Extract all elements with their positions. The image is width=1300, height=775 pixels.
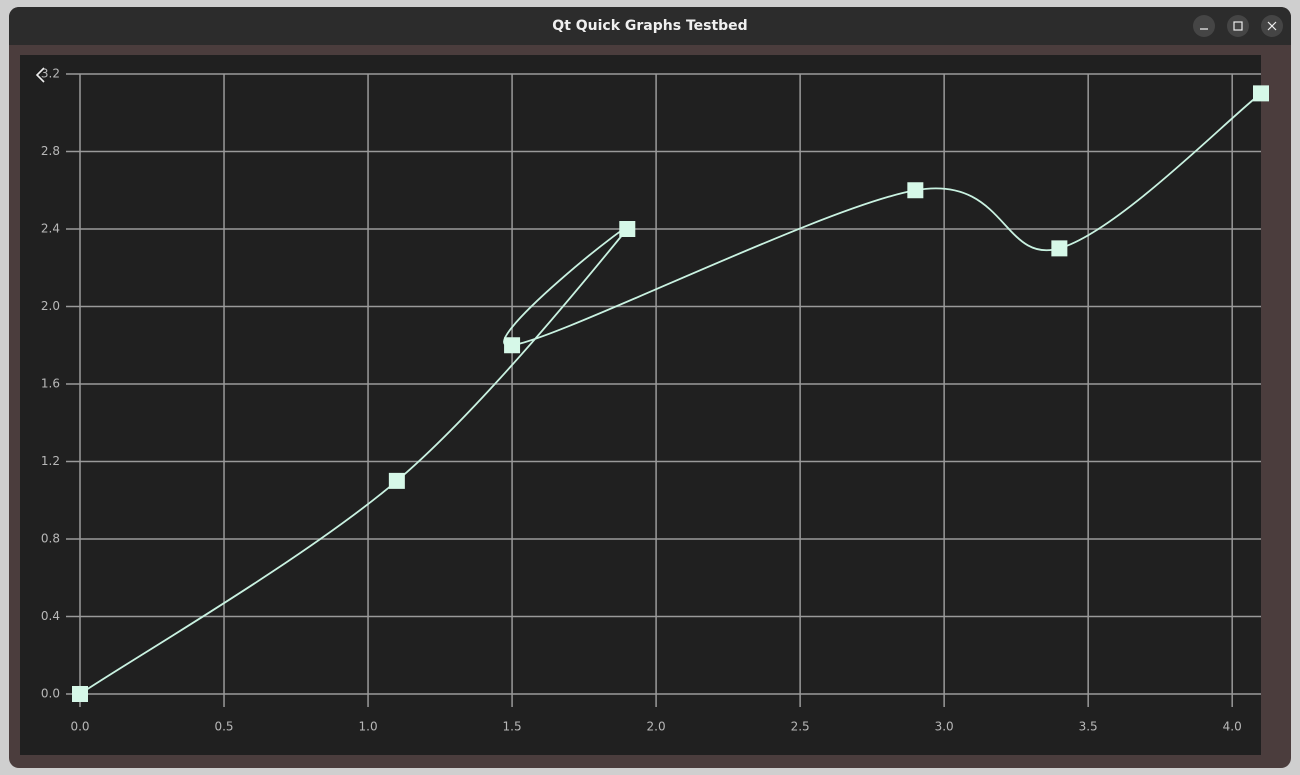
y-tick-label: 2.8: [41, 144, 60, 158]
point-marker: [72, 686, 88, 702]
y-tick-label: 3.2: [41, 67, 60, 81]
minimize-button[interactable]: [1193, 15, 1215, 37]
x-tick-label: 2.0: [647, 720, 666, 734]
plot-background: [20, 55, 1261, 755]
point-marker: [388, 472, 405, 489]
y-tick-label: 2.4: [41, 222, 60, 236]
close-button[interactable]: [1261, 15, 1283, 37]
window-title: Qt Quick Graphs Testbed: [552, 18, 748, 34]
x-tick-label: 0.5: [214, 720, 233, 734]
point-marker: [619, 221, 636, 237]
x-tick-label: 3.5: [1079, 720, 1098, 734]
y-tick-label: 0.4: [41, 609, 60, 623]
y-tick-label: 1.2: [41, 454, 60, 468]
title-bar: Qt Quick Graphs Testbed: [9, 7, 1291, 45]
x-tick-label: 0.0: [70, 720, 89, 734]
back-button[interactable]: [35, 67, 45, 83]
x-tick-label: 2.5: [791, 720, 810, 734]
point-marker: [1253, 85, 1269, 102]
point-marker: [907, 182, 924, 199]
x-tick-label: 1.0: [359, 720, 378, 734]
point-marker: [504, 337, 521, 354]
y-tick-label: 0.0: [41, 687, 60, 701]
x-tick-label: 4.0: [1223, 720, 1242, 734]
y-tick-label: 2.0: [41, 299, 60, 313]
y-tick-label: 1.6: [41, 377, 60, 391]
y-tick-label: 0.8: [41, 532, 60, 546]
x-tick-label: 3.0: [935, 720, 954, 734]
x-tick-label: 1.5: [503, 720, 522, 734]
point-marker: [1051, 240, 1068, 257]
maximize-button[interactable]: [1227, 15, 1249, 37]
